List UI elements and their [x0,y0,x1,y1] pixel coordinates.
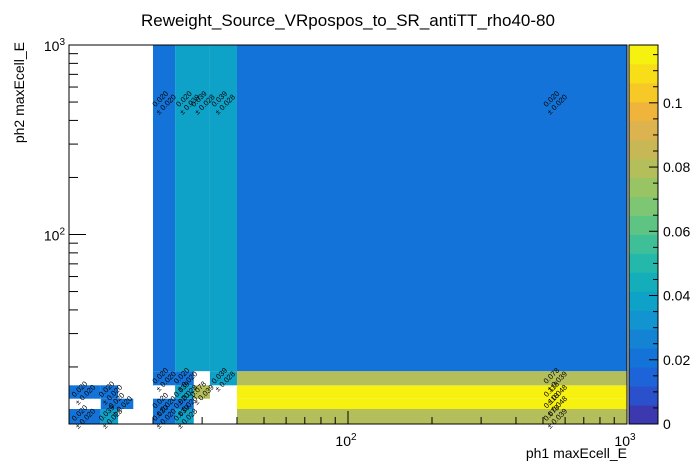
colorbar-band [629,158,658,179]
heatmap-cell [236,371,627,386]
heatmap-cell [236,385,627,399]
colorbar-band [629,291,658,311]
heatmap-cell [175,408,194,424]
colorbar-band [629,215,658,235]
heatmap-cell [236,45,627,372]
cell-label: 0.020± 0.020 [70,403,97,430]
colorbar-band [629,63,658,84]
colorbar-band [629,405,658,425]
colorbar-band [629,329,658,349]
heatmap-cell [100,398,134,409]
colorbar-tick-label: 0 [663,416,671,432]
colorbar-frame [628,44,659,425]
heatmap-cell [175,371,194,386]
heatmap-cell [209,45,237,372]
colorbar-band [629,139,658,160]
colorbar-band [629,272,658,292]
x-axis-title: ph1 maxEcell_E [526,445,627,461]
x-tick-label: 102 [335,432,357,449]
heatmap-cell [193,385,210,399]
colorbar-band [629,45,658,65]
color-scale: 0 0.02 0.04 0.06 0.08 0.1 [628,44,690,432]
heatmap-cell [209,371,237,386]
colorbar-band [629,120,658,141]
heatmap-cell [236,398,627,409]
heatmap-cell [152,408,176,424]
cell-label: 0.020± 0.020 [70,379,97,406]
colorbar-tick-label: 0.02 [663,352,690,368]
heatmap-cell [152,398,176,409]
colorbar-band [629,310,658,330]
colorbar-band [629,367,658,387]
colorbar-band [629,234,658,254]
colorbar-band [629,253,658,273]
heatmap-cell [236,408,627,424]
y-axis-title: ph2 maxEcell_E [11,42,27,143]
heatmap-cell [175,45,210,372]
heatmap-cell [152,371,176,386]
heatmap-cell [69,385,101,399]
colorbar-tick-label: 0.08 [663,159,690,175]
y-tick-label: 103 [44,37,66,54]
plot-axes: 102 103 102 103 [44,37,636,449]
heatmap-cell [100,408,119,424]
heatmap-cell [175,385,194,399]
colorbar-band [629,82,658,103]
heatmap-cell [100,385,119,399]
heatmap-cell [175,398,194,409]
colorbar-tick-label: 0.04 [663,288,690,304]
heatmap-cell [69,408,101,424]
colorbar-band [629,177,658,197]
y-tick-label: 102 [44,227,66,244]
colorbar-band [629,101,658,122]
heatmap-cells [69,45,627,424]
colorbar-tick-label: 0.06 [663,223,690,239]
colorbar-band [629,348,658,368]
x-tick-label: 103 [614,432,636,449]
colorbar-tick-label: 0.1 [663,95,683,111]
heatmap-cell [152,45,176,372]
colorbar-band [629,196,658,216]
chart-title: Reweight_Source_VRpospos_to_SR_antiTT_rh… [141,11,555,30]
colorbar-band [629,386,658,406]
